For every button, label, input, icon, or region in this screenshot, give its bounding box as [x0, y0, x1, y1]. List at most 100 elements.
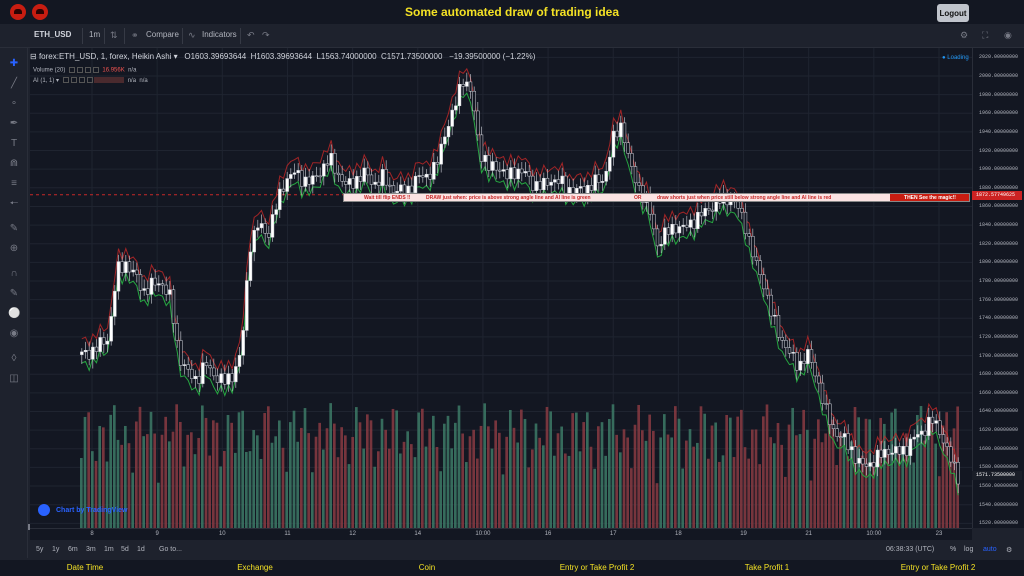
- fullscreen-icon[interactable]: ⛶: [982, 30, 989, 40]
- volume-bar: [501, 474, 505, 528]
- indicators-icon[interactable]: ∿: [188, 30, 196, 40]
- ruler-icon[interactable]: ✎: [9, 223, 19, 234]
- volume-bar: [179, 421, 182, 528]
- fib-icon[interactable]: ∘: [10, 98, 18, 109]
- arrow-left-icon[interactable]: 🠔: [9, 198, 19, 209]
- lock-icon[interactable]: ⚪: [8, 308, 21, 319]
- volume-bar: [483, 403, 486, 528]
- zoom-icon[interactable]: ⊕: [9, 243, 19, 254]
- volume-bar: [208, 455, 211, 528]
- candle-body: [391, 185, 396, 194]
- candle-body: [560, 175, 564, 184]
- brush-icon[interactable]: ✒: [9, 118, 19, 129]
- candle-body: [589, 185, 594, 191]
- candle-body: [659, 244, 663, 247]
- range-5y[interactable]: 5y: [36, 546, 44, 553]
- candle-body: [842, 433, 847, 438]
- volume-bar: [457, 405, 461, 528]
- compare-icon[interactable]: ⚭: [131, 30, 139, 40]
- volume-bar: [509, 409, 512, 528]
- volume-bar: [153, 433, 156, 528]
- candle-body: [256, 227, 260, 231]
- log-toggle[interactable]: log: [964, 546, 974, 553]
- more-toggle-icon[interactable]: [93, 67, 100, 73]
- price-tick-label: 1580.00000000: [979, 464, 1019, 471]
- volume-bar: [780, 444, 783, 528]
- range-1y[interactable]: 1y: [52, 546, 60, 553]
- legend-collapse-icon[interactable]: ⊟: [30, 52, 37, 61]
- collapse-handle[interactable]: [28, 524, 30, 530]
- price-tick-label: 1700.00000000: [979, 352, 1019, 359]
- time-axis[interactable]: 8 9 10 11 12 14 10:00 16 17 18 19 21 10:00 23: [30, 528, 972, 540]
- range-6m[interactable]: 6m: [68, 546, 78, 553]
- clock[interactable]: 06:38:33 (UTC): [886, 546, 935, 553]
- volume-bar: [729, 417, 732, 528]
- volume-bar: [564, 453, 567, 528]
- candle-body: [483, 155, 487, 162]
- settings-icon[interactable]: ⚙: [960, 30, 969, 40]
- candle-body: [886, 449, 891, 455]
- candle-body: [622, 122, 627, 143]
- chart-type-icon[interactable]: ⇅: [110, 30, 118, 40]
- volume-bar: [454, 422, 457, 528]
- range-1m[interactable]: 1m: [104, 546, 114, 553]
- compare-button[interactable]: Compare: [146, 30, 179, 39]
- eye-toggle-icon[interactable]: [69, 67, 76, 73]
- trash-icon[interactable]: ◫: [9, 373, 19, 384]
- volume-bar: [765, 404, 769, 528]
- candle-body: [809, 349, 814, 363]
- settings-toggle-icon[interactable]: [70, 77, 77, 84]
- percent-toggle[interactable]: %: [950, 546, 957, 553]
- text-icon[interactable]: T: [10, 138, 18, 149]
- range-3m[interactable]: 3m: [86, 546, 96, 553]
- volume-bar: [355, 407, 358, 528]
- pattern-icon[interactable]: ⋒: [9, 158, 19, 169]
- trend-line-icon[interactable]: ╱: [10, 78, 18, 89]
- remove-toggle-icon[interactable]: [85, 67, 92, 73]
- volume-bar: [201, 405, 204, 528]
- volume-bar: [802, 409, 805, 528]
- more-toggle-icon[interactable]: [86, 77, 93, 84]
- candle-body: [927, 416, 931, 436]
- price-axis[interactable]: 2020.00000000 2000.00000000 1980.00000000 1…: [972, 48, 1024, 528]
- candle-body: [542, 177, 546, 191]
- auto-toggle[interactable]: auto: [983, 546, 997, 553]
- indicators-button[interactable]: Indicators: [202, 30, 237, 39]
- layers-icon[interactable]: ◊: [11, 353, 17, 364]
- volume-bar: [215, 422, 219, 528]
- undo-icon[interactable]: ↶: [247, 30, 255, 40]
- eye-icon[interactable]: ◉: [9, 328, 19, 339]
- top-bar: Some automated draw of trading idea Logo…: [0, 0, 1024, 24]
- price-tick-label: 2020.00000000: [979, 54, 1019, 61]
- redo-icon[interactable]: ↷: [262, 30, 270, 40]
- candle-body: [347, 178, 352, 185]
- price-chart[interactable]: [30, 48, 972, 528]
- candle-body: [791, 352, 795, 354]
- remove-toggle-icon[interactable]: [78, 77, 85, 84]
- interval-selector[interactable]: 1m: [89, 30, 101, 39]
- volume-bar: [366, 414, 369, 528]
- volume-bar: [373, 466, 376, 528]
- bottom-bar: 5y 1y 6m 3m 1m 5d 1d Go to... 06:38:33 (…: [30, 540, 1024, 560]
- pencil-lock-icon[interactable]: ✎: [9, 288, 19, 299]
- magnet-icon[interactable]: ∩: [10, 268, 18, 279]
- price-tick-label: 1860.00000000: [979, 203, 1019, 210]
- eye-toggle-icon[interactable]: [62, 77, 69, 84]
- volume-bar: [820, 442, 824, 528]
- range-1d[interactable]: 1d: [137, 546, 145, 553]
- candle-body: [87, 350, 91, 360]
- tradingview-watermark[interactable]: Chart by TradingView: [38, 504, 127, 516]
- chart-settings-icon[interactable]: ⚙: [1006, 547, 1013, 554]
- candle-body: [457, 84, 462, 107]
- measure-icon[interactable]: ≡: [11, 178, 17, 189]
- range-5d[interactable]: 5d: [121, 546, 129, 553]
- logout-button[interactable]: Logout: [937, 4, 969, 22]
- goto-button[interactable]: Go to...: [159, 546, 182, 553]
- footer-date-time: Date Time: [66, 563, 104, 572]
- symbol-search[interactable]: ETH_USD: [34, 30, 72, 39]
- legend-close: C1571.73500000: [381, 52, 443, 61]
- settings-toggle-icon[interactable]: [77, 67, 84, 73]
- camera-icon[interactable]: ◉: [1004, 30, 1012, 40]
- crosshair-icon[interactable]: ✚: [9, 58, 19, 69]
- volume-bar: [930, 417, 934, 528]
